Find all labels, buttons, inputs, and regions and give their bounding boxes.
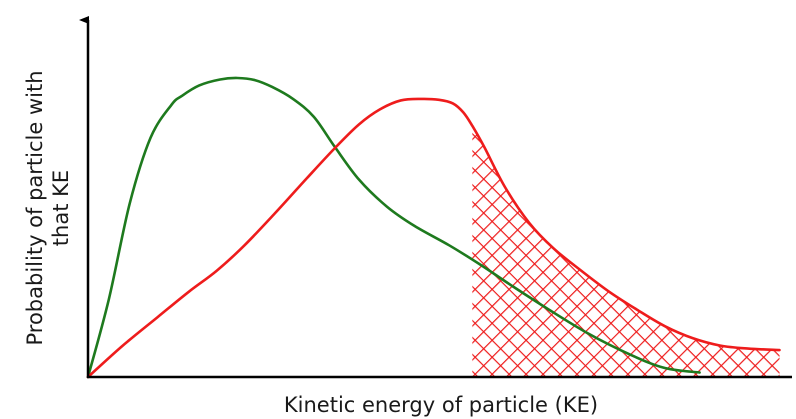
x-axis-label: Kinetic energy of particle (KE) [284, 393, 598, 417]
y-axis-label: Probability of particle with [23, 70, 47, 345]
shaded-region [472, 125, 780, 377]
series-line-2 [86, 97, 781, 379]
series-group [86, 76, 781, 379]
series-line-1 [86, 76, 701, 379]
y-axis-label-line-2: that KE [49, 170, 73, 246]
plot-area [86, 76, 781, 379]
